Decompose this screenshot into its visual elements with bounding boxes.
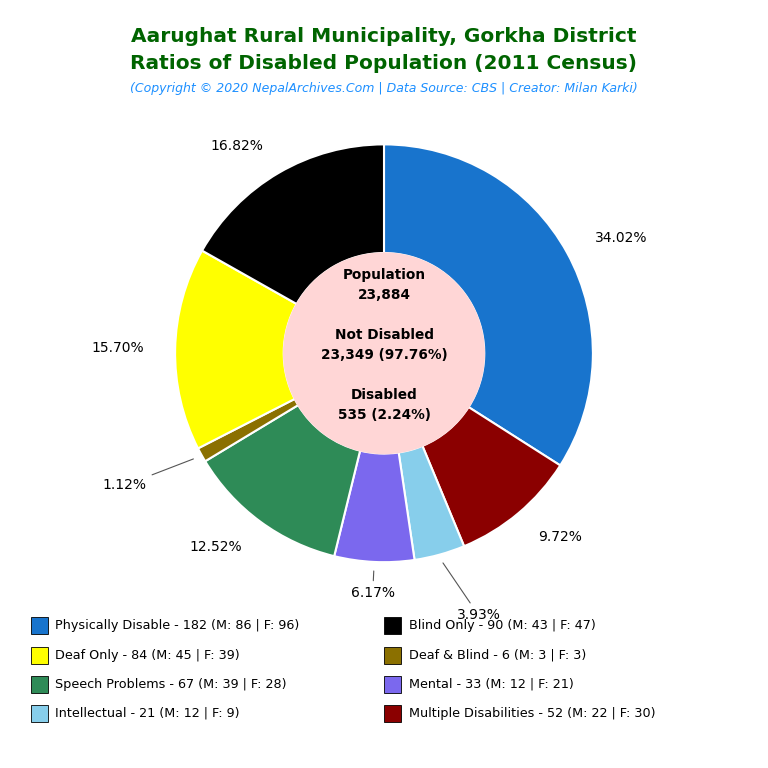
Text: (Copyright © 2020 NepalArchives.Com | Data Source: CBS | Creator: Milan Karki): (Copyright © 2020 NepalArchives.Com | Da… (130, 82, 638, 95)
Wedge shape (205, 405, 360, 556)
Text: 34.02%: 34.02% (594, 230, 647, 245)
Text: 15.70%: 15.70% (91, 341, 144, 356)
Text: Speech Problems - 67 (M: 39 | F: 28): Speech Problems - 67 (M: 39 | F: 28) (55, 678, 286, 690)
Text: Physically Disable - 182 (M: 86 | F: 96): Physically Disable - 182 (M: 86 | F: 96) (55, 620, 300, 632)
Circle shape (283, 253, 485, 454)
Text: 16.82%: 16.82% (210, 139, 263, 153)
Text: 9.72%: 9.72% (538, 530, 582, 545)
Text: Aarughat Rural Municipality, Gorkha District: Aarughat Rural Municipality, Gorkha Dist… (131, 27, 637, 46)
Text: Mental - 33 (M: 12 | F: 21): Mental - 33 (M: 12 | F: 21) (409, 678, 574, 690)
Text: Deaf Only - 84 (M: 45 | F: 39): Deaf Only - 84 (M: 45 | F: 39) (55, 649, 240, 661)
Wedge shape (384, 144, 593, 465)
Text: Population
23,884

Not Disabled
23,349 (97.76%)

Disabled
535 (2.24%): Population 23,884 Not Disabled 23,349 (9… (321, 268, 447, 422)
Wedge shape (202, 144, 384, 304)
Wedge shape (399, 446, 464, 560)
Text: Deaf & Blind - 6 (M: 3 | F: 3): Deaf & Blind - 6 (M: 3 | F: 3) (409, 649, 586, 661)
Wedge shape (175, 250, 296, 449)
Wedge shape (422, 407, 560, 546)
Text: Intellectual - 21 (M: 12 | F: 9): Intellectual - 21 (M: 12 | F: 9) (55, 707, 240, 720)
Text: Ratios of Disabled Population (2011 Census): Ratios of Disabled Population (2011 Cens… (131, 54, 637, 73)
Text: 3.93%: 3.93% (443, 563, 500, 622)
Text: Multiple Disabilities - 52 (M: 22 | F: 30): Multiple Disabilities - 52 (M: 22 | F: 3… (409, 707, 655, 720)
Text: 6.17%: 6.17% (351, 571, 395, 601)
Text: 12.52%: 12.52% (189, 540, 242, 554)
Text: Blind Only - 90 (M: 43 | F: 47): Blind Only - 90 (M: 43 | F: 47) (409, 620, 595, 632)
Wedge shape (198, 399, 298, 462)
Text: 1.12%: 1.12% (103, 459, 194, 492)
Wedge shape (334, 451, 415, 562)
